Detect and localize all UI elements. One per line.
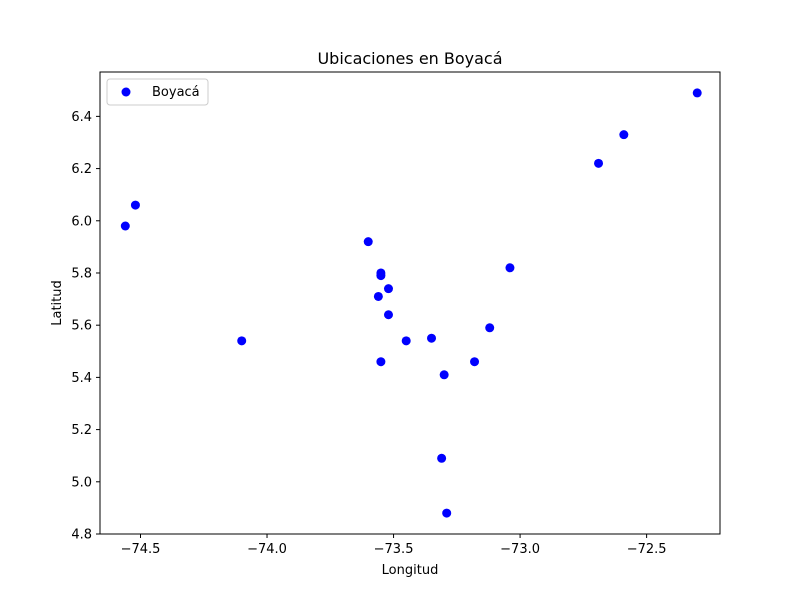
data-point: [427, 333, 437, 343]
x-tick-label: −73.0: [500, 542, 540, 557]
data-point: [130, 200, 140, 210]
data-point: [401, 336, 411, 346]
x-tick-label: −72.5: [627, 542, 667, 557]
plot-area: −74.5 −74.0 −73.5 −73.0 −72.5 4.8 5.0 5.2 5.4 5.…: [71, 71, 721, 557]
y-tick-label: 5.2: [71, 423, 92, 438]
data-point: [376, 357, 386, 367]
chart-title: Ubicaciones en Boyacá: [317, 49, 502, 68]
data-point: [692, 88, 702, 98]
y-tick-label: 5.6: [71, 319, 92, 334]
data-point: [383, 310, 393, 320]
x-tick-label: −73.5: [374, 542, 414, 557]
data-point: [619, 130, 629, 140]
y-tick-label: 6.4: [71, 110, 92, 125]
y-tick-label: 6.0: [71, 214, 92, 229]
x-tick-label: −74.5: [121, 542, 161, 557]
data-point: [237, 336, 247, 346]
legend-box: [106, 78, 209, 106]
legend: Boyacá: [106, 78, 209, 106]
data-point: [505, 263, 515, 273]
y-axis-ticks: 4.8 5.0 5.2 5.4 5.6 5.8 6.0 6.2 6.4: [71, 110, 100, 543]
data-points: [120, 88, 702, 518]
x-tick-label: −74.0: [247, 542, 287, 557]
data-point: [470, 357, 480, 367]
data-point: [376, 271, 386, 281]
data-point: [363, 237, 373, 247]
legend-label: Boyacá: [152, 85, 200, 100]
data-point: [594, 158, 604, 168]
plot-frame: [99, 71, 721, 535]
data-point: [439, 370, 449, 380]
x-axis-ticks: −74.5 −74.0 −73.5 −73.0 −72.5: [121, 534, 667, 557]
x-axis-label: Longitud: [382, 563, 439, 578]
data-point: [437, 453, 447, 463]
y-tick-label: 5.8: [71, 266, 92, 281]
y-axis-label: Latitud: [50, 280, 65, 326]
data-point: [120, 221, 130, 231]
y-tick-label: 4.8: [71, 528, 92, 543]
data-point: [442, 508, 452, 518]
y-tick-label: 5.0: [71, 475, 92, 490]
y-tick-label: 6.2: [71, 162, 92, 177]
data-point: [373, 291, 383, 301]
data-point: [485, 323, 495, 333]
y-tick-label: 5.4: [71, 371, 92, 386]
legend-marker: [121, 87, 131, 97]
data-point: [383, 284, 393, 294]
